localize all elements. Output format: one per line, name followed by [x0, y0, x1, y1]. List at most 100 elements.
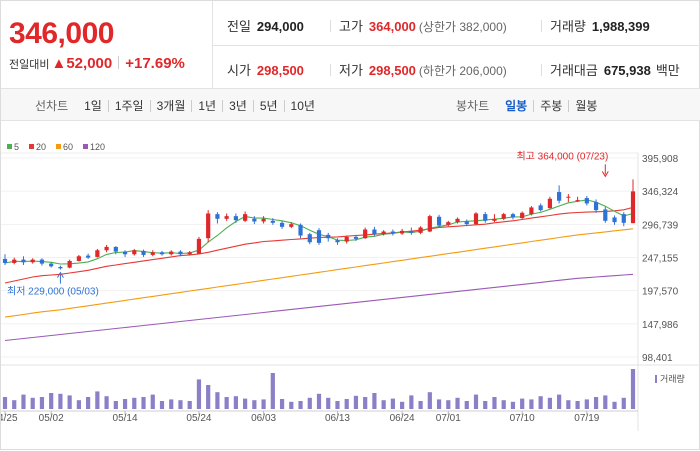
volume-bar	[243, 398, 248, 409]
volume-bar	[427, 392, 432, 409]
candle-body	[307, 234, 312, 243]
candle-body	[344, 236, 349, 242]
candle-body	[21, 259, 26, 263]
candle	[187, 250, 192, 256]
ma20-line	[4, 206, 634, 284]
volume-bar	[566, 400, 571, 409]
volume-bar	[547, 397, 552, 409]
volume-bar	[436, 399, 442, 409]
volume-bar	[104, 396, 109, 409]
candle	[473, 212, 479, 225]
volume-bar	[446, 400, 451, 409]
volume-bar	[390, 398, 395, 409]
candle	[95, 248, 100, 258]
candle-body	[464, 221, 469, 225]
legend-ma5: 5	[7, 142, 19, 152]
candle-body	[298, 224, 303, 236]
candle	[196, 236, 202, 255]
candle-body	[104, 246, 109, 251]
candle-body	[150, 252, 155, 255]
volume-bar	[520, 398, 525, 409]
candle-body	[630, 191, 636, 224]
candle	[224, 213, 229, 221]
tab-period-1w[interactable]: 1주일	[107, 99, 150, 112]
volume-bar	[492, 397, 497, 409]
candle-body	[95, 250, 100, 257]
candle-body	[178, 251, 183, 255]
volume-bar	[159, 401, 165, 409]
candle-body	[538, 205, 543, 211]
candle-body	[510, 214, 516, 218]
candle-body	[169, 251, 174, 255]
candle-body	[113, 246, 118, 252]
candle	[483, 212, 488, 223]
candle	[372, 226, 377, 237]
candle-body	[252, 218, 257, 222]
candle	[178, 250, 183, 257]
candle-body	[141, 250, 146, 255]
candle	[566, 194, 571, 203]
tab-period-3m[interactable]: 3개월	[149, 99, 192, 112]
volume-bar	[2, 397, 8, 409]
y-tick-label: 98,401	[642, 353, 673, 364]
candle	[603, 206, 608, 223]
volume-bar	[326, 397, 331, 409]
candle	[584, 196, 589, 206]
volume-bar	[150, 394, 155, 409]
candle-body	[529, 207, 534, 215]
volume-bar	[529, 399, 534, 409]
candle	[455, 217, 460, 224]
tab-monthly[interactable]: 월봉	[568, 99, 603, 112]
candle	[30, 258, 35, 264]
volume-bar	[584, 399, 589, 409]
candle-body	[335, 240, 340, 243]
candle-body	[363, 229, 368, 239]
tab-daily[interactable]: 일봉	[505, 98, 528, 113]
x-tick-label: 07/10	[510, 413, 535, 424]
tab-period-10y[interactable]: 10년	[283, 99, 321, 112]
x-tick-label: 06/24	[390, 413, 415, 424]
volume-bar	[483, 401, 488, 409]
candle-body	[316, 230, 322, 243]
candle-body	[603, 209, 608, 221]
candle-body	[566, 196, 571, 198]
candle	[436, 214, 442, 228]
line-chart-caption: 선차트	[35, 99, 69, 113]
candle-body	[39, 259, 45, 264]
candle-body	[132, 250, 137, 255]
tab-period-1y[interactable]: 1년	[191, 99, 222, 112]
stat-low: 저가 298,500 (하한가 206,000)	[330, 60, 507, 79]
candle	[409, 227, 414, 235]
tab-period-5y[interactable]: 5년	[252, 99, 284, 112]
stat-trade-value: 거래대금 675,938 백만	[541, 60, 686, 79]
y-tick-label: 197,570	[642, 287, 679, 298]
volume-bar	[353, 395, 359, 409]
volume-legend-swatch	[655, 375, 657, 383]
annotation-high-label: 최고 364,000 (07/23)	[516, 150, 608, 162]
volume-bar	[270, 373, 275, 409]
candle	[446, 220, 451, 227]
candle	[344, 235, 349, 244]
candle	[510, 212, 516, 220]
candle	[67, 259, 72, 269]
candle-body	[261, 218, 266, 222]
candle	[113, 246, 118, 255]
candle	[538, 203, 543, 212]
tab-period-1d[interactable]: 1일	[84, 98, 102, 113]
candle	[58, 265, 63, 270]
candle-body	[501, 214, 506, 219]
candle	[104, 244, 109, 253]
candle-body	[76, 256, 81, 261]
candle-body	[584, 198, 589, 204]
candle	[215, 212, 220, 224]
candle-body	[483, 214, 488, 221]
tab-weekly[interactable]: 주봉	[533, 99, 568, 112]
volume-bar	[252, 400, 257, 409]
x-tick-label: 05/24	[186, 413, 211, 424]
volume-bar	[95, 391, 100, 409]
tab-period-3y[interactable]: 3년	[222, 99, 253, 112]
candle-chart-caption: 봉차트	[456, 99, 490, 113]
candle-body	[224, 216, 229, 219]
volume-bar	[603, 395, 608, 409]
